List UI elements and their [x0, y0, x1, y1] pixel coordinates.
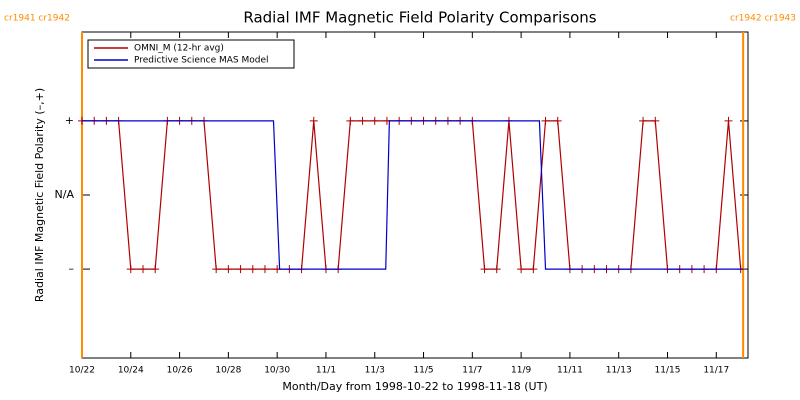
plus-marker	[517, 265, 526, 274]
plus-marker	[126, 265, 135, 274]
plus-marker	[651, 116, 660, 125]
boundary-label: cr1941 cr1942	[4, 14, 70, 24]
chart-title: Radial IMF Magnetic Field Polarity Compa…	[243, 9, 596, 27]
legend-label: OMNI_M (12-hr avg)	[134, 44, 224, 54]
plus-marker	[358, 116, 367, 125]
plus-marker	[212, 265, 221, 274]
plus-marker	[260, 265, 269, 274]
plus-marker	[541, 116, 550, 125]
plus-marker	[480, 265, 489, 274]
x-tick-label: 10/30	[264, 366, 290, 376]
plus-marker	[529, 265, 538, 274]
x-tick-label: 10/24	[118, 366, 144, 376]
y-tick-label: –	[69, 262, 75, 275]
plus-marker	[151, 265, 160, 274]
plot-frame	[81, 31, 749, 359]
plus-marker	[248, 265, 257, 274]
boundary-label: cr1942 cr1943	[730, 14, 796, 24]
legend-box	[87, 39, 295, 69]
y-tick-label: N/A	[55, 188, 75, 201]
legend-label: Predictive Science MAS Model	[134, 56, 269, 66]
x-tick-label: 10/26	[167, 366, 193, 376]
plus-marker	[492, 265, 501, 274]
series-line	[82, 120, 742, 270]
x-tick-label: 11/15	[655, 366, 681, 376]
x-tick-label: 11/17	[703, 366, 729, 376]
plus-marker	[553, 116, 562, 125]
x-tick-label: 11/13	[606, 366, 632, 376]
x-tick-label: 11/1	[316, 366, 336, 376]
plus-marker	[346, 116, 355, 125]
plus-marker	[236, 265, 245, 274]
x-tick-label: 11/9	[511, 366, 531, 376]
plus-marker	[138, 265, 147, 274]
plus-marker	[639, 116, 648, 125]
y-tick-label: +	[65, 114, 74, 127]
x-tick-label: 10/22	[69, 366, 95, 376]
x-axis-label: Month/Day from 1998-10-22 to 1998-11-18 …	[282, 380, 547, 393]
x-tick-label: 11/3	[365, 366, 385, 376]
series-line	[82, 120, 744, 270]
y-axis-label: Radial IMF Magnetic Field Polarity (–,+)	[33, 88, 46, 302]
plus-marker	[309, 116, 318, 125]
plus-marker	[370, 116, 379, 125]
plus-marker	[724, 116, 733, 125]
x-tick-label: 11/7	[462, 366, 482, 376]
x-tick-label: 11/5	[413, 366, 433, 376]
x-tick-label: 10/28	[215, 366, 241, 376]
x-tick-label: 11/11	[557, 366, 583, 376]
plus-marker	[224, 265, 233, 274]
